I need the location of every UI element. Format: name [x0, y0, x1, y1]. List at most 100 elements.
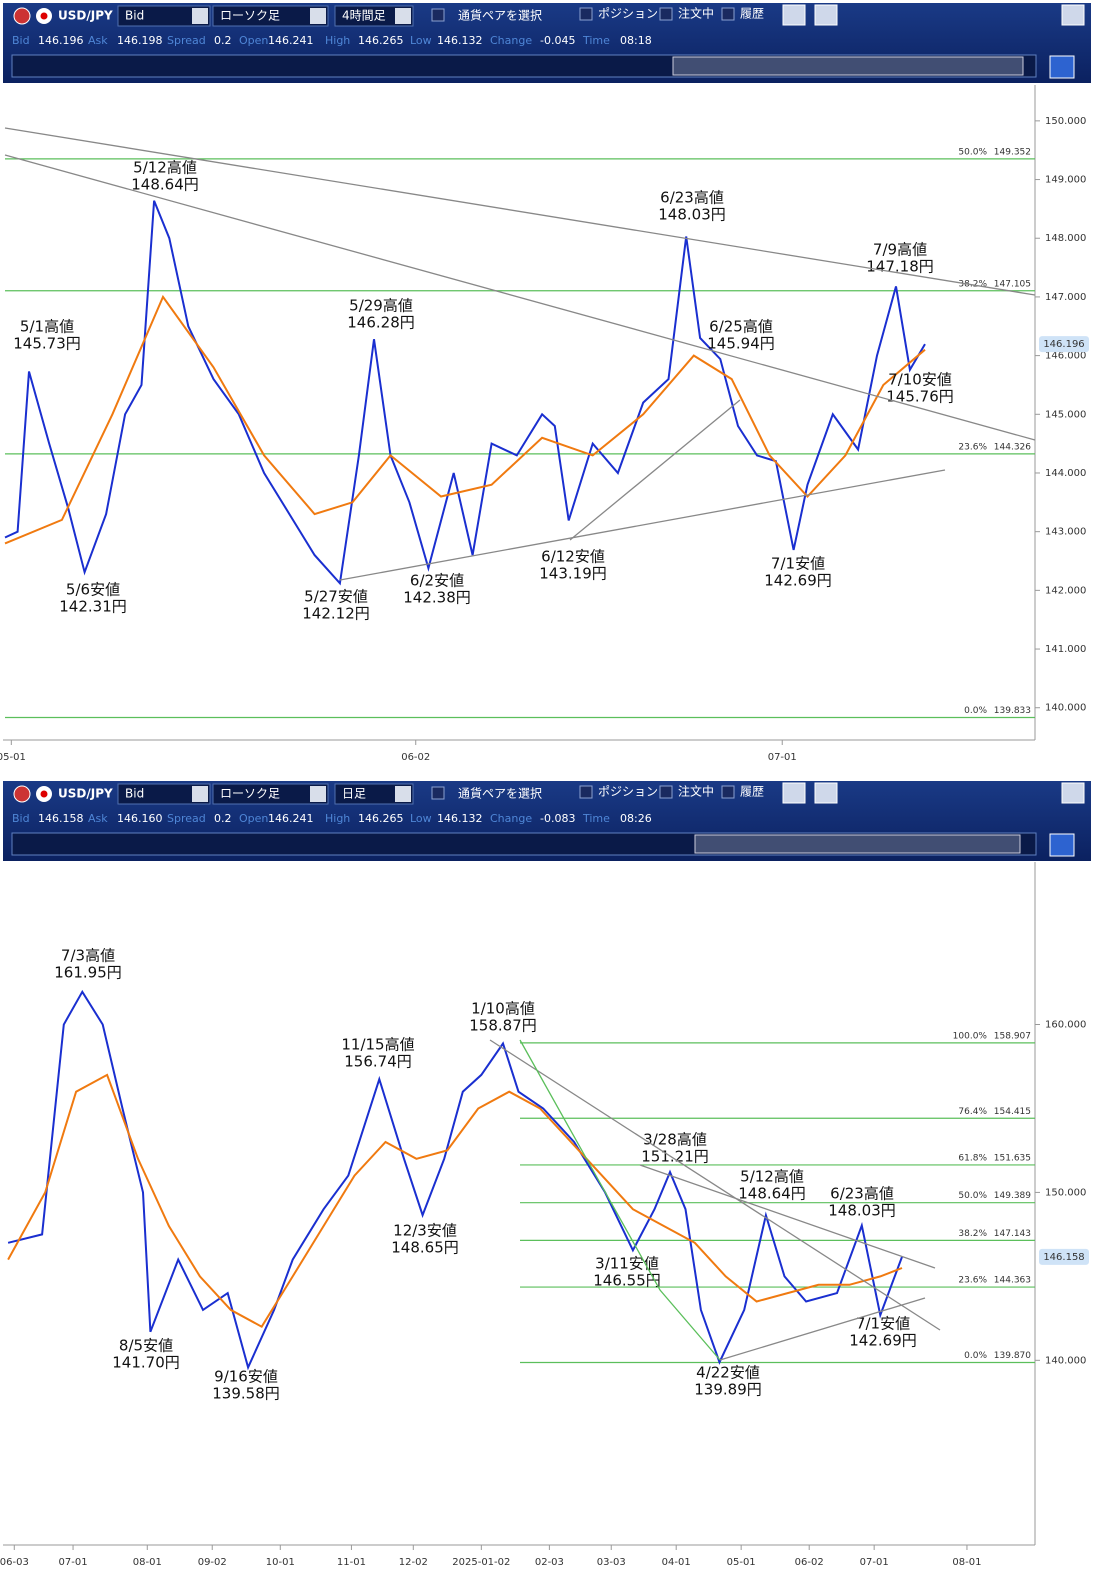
x-tick-label: 06-03 — [0, 1557, 29, 1568]
checkbox[interactable] — [579, 785, 593, 799]
quote-label: Open — [239, 812, 268, 825]
annotation-title: 5/12高値 — [133, 159, 197, 177]
checkbox[interactable] — [579, 7, 593, 21]
checkbox-label: ポジション — [598, 785, 658, 799]
select-pair: 通貨ペアを選択 — [458, 786, 542, 801]
fib-price: 144.363 — [994, 1276, 1031, 1286]
checkbox[interactable] — [659, 7, 673, 21]
quote-label: Ask — [88, 34, 108, 47]
annotation-title: 5/6安値 — [66, 581, 120, 599]
tool-button[interactable] — [782, 782, 806, 804]
quote-value: 0.2 — [214, 34, 232, 47]
quote-value: 146.241 — [268, 34, 314, 47]
annotation-price: 151.21円 — [641, 1148, 709, 1166]
checkbox[interactable] — [431, 8, 445, 22]
y-tick-label: 145.000 — [1045, 409, 1086, 420]
dropdown[interactable] — [334, 5, 414, 27]
tool-button[interactable] — [782, 4, 806, 26]
annotation-price: 139.89円 — [694, 1381, 762, 1399]
checkbox[interactable] — [721, 7, 735, 21]
dropdown[interactable] — [334, 783, 414, 805]
annotation-price: 145.76円 — [886, 388, 954, 406]
annotation-title: 5/1高値 — [20, 318, 74, 336]
checkbox[interactable] — [659, 785, 673, 799]
annotation-price: 148.64円 — [131, 176, 199, 194]
annotation-price: 139.58円 — [212, 1385, 280, 1403]
dropdown-arrow — [310, 786, 326, 802]
quote-label: High — [325, 812, 350, 825]
fib-price: 151.635 — [994, 1153, 1031, 1163]
quote-label: Spread — [167, 812, 206, 825]
y-tick-label: 160.000 — [1045, 1020, 1086, 1031]
fib-ratio: 0.0% — [964, 1351, 987, 1361]
y-tick-label: 141.000 — [1045, 644, 1086, 655]
checkbox-label: 注文中 — [678, 6, 714, 21]
y-tick-label: 146.000 — [1045, 351, 1086, 362]
dropdown-arrow — [310, 8, 326, 24]
annotation-price: 161.95円 — [54, 964, 122, 982]
quote-label: Bid — [12, 34, 30, 47]
fib-price: 147.143 — [994, 1229, 1031, 1239]
annotation-price: 145.94円 — [707, 335, 775, 353]
x-tick-label: 08-01 — [952, 1557, 981, 1568]
quote-value: 146.158 — [38, 812, 84, 825]
dropdown[interactable] — [212, 5, 329, 27]
tool-button[interactable] — [1061, 782, 1085, 804]
tool-button[interactable] — [814, 4, 838, 26]
fib-price: 158.907 — [994, 1031, 1031, 1041]
current-price-tag — [1039, 336, 1089, 353]
x-tick-label: 11-01 — [337, 1557, 366, 1568]
fib-ratio: 61.8% — [958, 1153, 987, 1163]
fib-ratio: 76.4% — [958, 1107, 987, 1117]
annotation-price: 148.65円 — [391, 1239, 459, 1257]
checkbox[interactable] — [721, 785, 735, 799]
dropdown-arrow — [192, 8, 208, 24]
trend-lines — [4, 127, 1036, 1361]
x-tick-label: 02-03 — [535, 1557, 564, 1568]
annotation-title: 1/10高値 — [471, 1000, 535, 1018]
fib-ratio: 23.6% — [958, 1276, 987, 1286]
navigator — [11, 54, 1037, 78]
checkbox[interactable] — [431, 786, 445, 800]
dropdown-arrow — [395, 786, 411, 802]
fib-ratio: 38.2% — [958, 1229, 987, 1239]
dropdown[interactable] — [117, 5, 211, 27]
annotation-title: 4/22安値 — [696, 1364, 760, 1382]
quote-value: 146.132 — [437, 812, 483, 825]
x-tick-label: 05-01 — [727, 1557, 756, 1568]
tool-button[interactable] — [814, 782, 838, 804]
zoom-button[interactable] — [1049, 55, 1075, 79]
annotation-title: 6/23高値 — [660, 189, 724, 207]
zoom-button[interactable] — [1049, 833, 1075, 857]
fib-ratio: 0.0% — [964, 706, 987, 716]
fib-ratio: 50.0% — [958, 1191, 987, 1201]
current-price: 146.196 — [1043, 339, 1084, 350]
quote-label: Change — [490, 34, 532, 47]
quote-value: 146.265 — [358, 34, 404, 47]
fib-price: 154.415 — [994, 1107, 1031, 1117]
annotation-price: 143.19円 — [539, 565, 607, 583]
quote-value: 146.198 — [117, 34, 163, 47]
y-tick-label: 144.000 — [1045, 468, 1086, 479]
annotation-title: 5/29高値 — [349, 297, 413, 315]
y-tick-label: 150.000 — [1045, 1187, 1086, 1198]
dropdown[interactable] — [212, 783, 329, 805]
annotation-price: 146.55円 — [593, 1272, 661, 1290]
fib-price: 144.326 — [994, 442, 1031, 452]
quote-value: 0.2 — [214, 812, 232, 825]
quote-label: Ask — [88, 812, 108, 825]
flag-jp-dot — [40, 790, 48, 798]
pair-label: USD/JPY — [58, 787, 113, 801]
y-tick-label: 140.000 — [1045, 703, 1086, 714]
select-pair: 通貨ペアを選択 — [458, 8, 542, 23]
tool-button[interactable] — [1061, 4, 1085, 26]
price-line — [7, 989, 903, 1371]
quote-label: Spread — [167, 34, 206, 47]
price-line — [7, 1073, 903, 1329]
quote-label: Bid — [12, 812, 30, 825]
fib-ratio: 100.0% — [953, 1031, 988, 1041]
flag-jp-dot — [40, 12, 48, 20]
checkbox-label: 履歴 — [740, 7, 764, 21]
annotation-title: 5/27安値 — [304, 588, 368, 606]
dropdown[interactable] — [117, 783, 211, 805]
